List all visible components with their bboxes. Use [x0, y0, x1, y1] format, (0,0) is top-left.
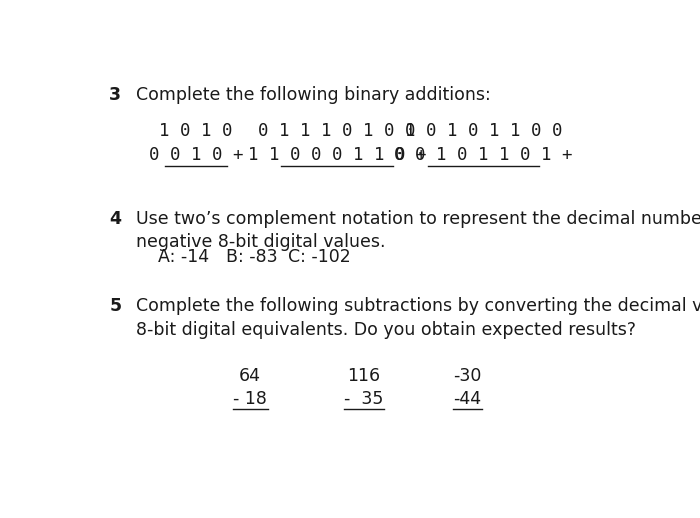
Text: Complete the following binary additions:: Complete the following binary additions:: [136, 86, 491, 104]
Text: Use two’s complement notation to represent the decimal numbers below as
negative: Use two’s complement notation to represe…: [136, 210, 700, 251]
Text: -  35: - 35: [344, 390, 384, 408]
Text: 64: 64: [239, 367, 261, 385]
Text: 1 1 0 0 0 1 1 0 +: 1 1 0 0 0 1 1 0 +: [248, 146, 426, 164]
Text: 0 1 1 1 0 1 0 0: 0 1 1 1 0 1 0 0: [258, 122, 416, 140]
Text: 116: 116: [348, 367, 381, 385]
Text: B: -83: B: -83: [226, 248, 277, 266]
Text: -30: -30: [453, 367, 482, 385]
Text: 0 0 1 0 1 1 0 1 +: 0 0 1 0 1 1 0 1 +: [394, 146, 573, 164]
Text: Complete the following subtractions by converting the decimal values to their
8-: Complete the following subtractions by c…: [136, 297, 700, 339]
Text: 5: 5: [109, 297, 121, 315]
Text: C: -102: C: -102: [288, 248, 351, 266]
Text: 4: 4: [109, 210, 121, 228]
Text: - 18: - 18: [233, 390, 267, 408]
Text: 3: 3: [109, 86, 121, 104]
Text: 0 0 1 0 +: 0 0 1 0 +: [148, 146, 244, 164]
Text: A: -14: A: -14: [158, 248, 209, 266]
Text: -44: -44: [453, 390, 482, 408]
Text: 1 0 1 0: 1 0 1 0: [160, 122, 232, 140]
Text: 1 0 1 0 1 1 0 0: 1 0 1 0 1 1 0 0: [405, 122, 562, 140]
